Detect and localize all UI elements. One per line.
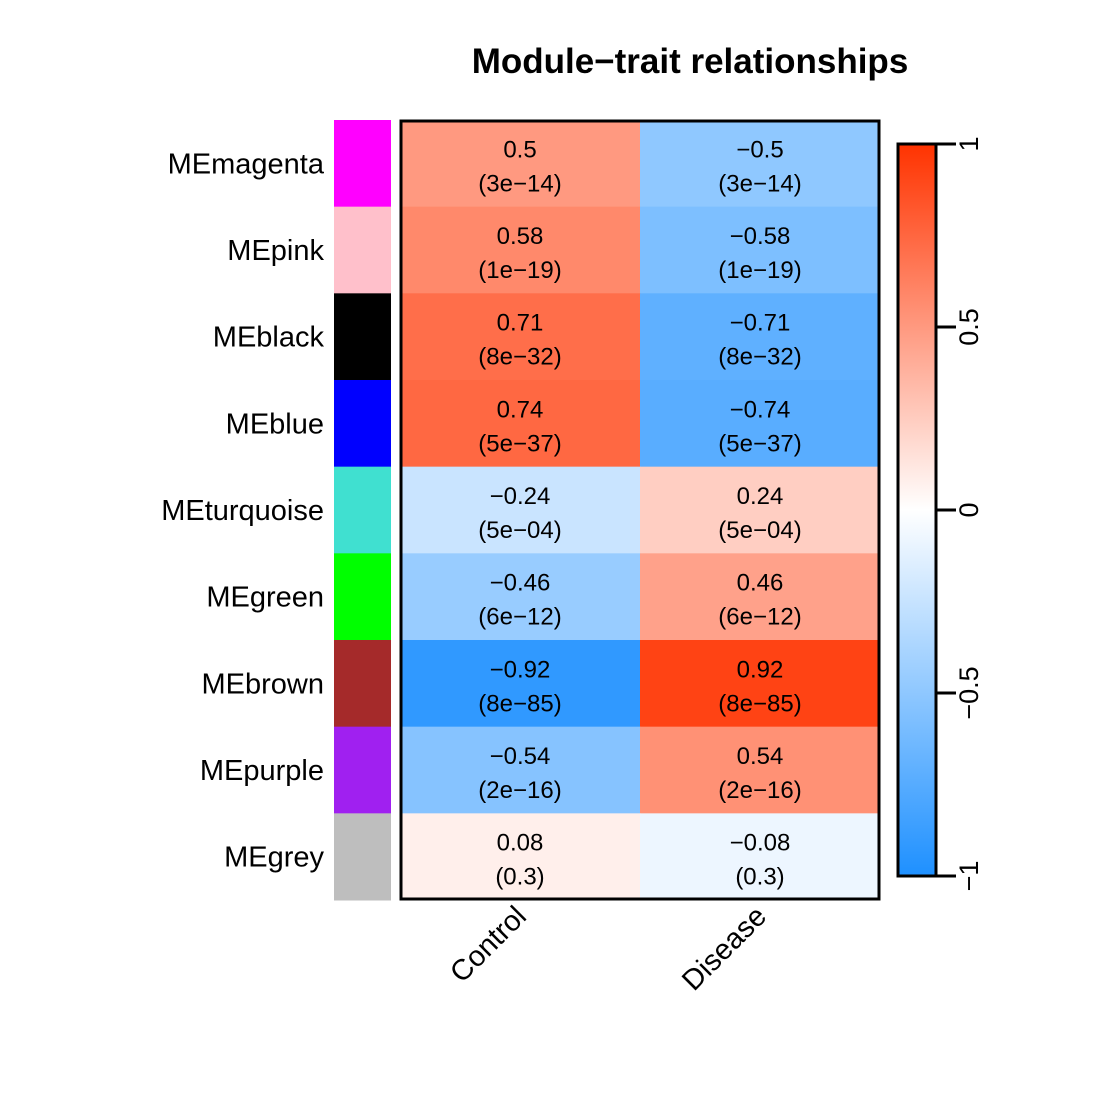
cell-correlation-label: 0.5 (503, 136, 536, 163)
module-swatch-mepurple (334, 726, 391, 814)
module-swatch-memagenta (334, 120, 391, 208)
row-labels: MEmagenta MEpink MEblack MEblue MEturquoise M… (161, 148, 325, 873)
module-swatch-mebrown (334, 640, 391, 728)
cell-pvalue-label: (3e−14) (718, 170, 801, 197)
heatmap-cell (640, 813, 881, 901)
chart-title: Module−trait relationships (472, 42, 909, 81)
column-labels: Control Disease (444, 900, 773, 997)
cell-pvalue-label: (6e−12) (718, 604, 801, 631)
row-label: MEgrey (224, 842, 324, 874)
cell-correlation-label: 0.71 (497, 310, 544, 337)
heatmap-cell (400, 813, 641, 901)
cell-correlation-label: 0.08 (497, 830, 544, 857)
cell-correlation-label: −0.54 (490, 743, 551, 770)
colorbar-tick-label: 0 (954, 502, 984, 517)
cell-pvalue-label: (0.3) (495, 864, 544, 891)
heatmap-border (399, 119, 881, 901)
cell-correlation-label: −0.08 (730, 830, 791, 857)
cell-pvalue-label: (1e−19) (478, 257, 561, 284)
row-label: MEgreen (206, 582, 324, 614)
module-swatch-megreen (334, 553, 391, 641)
heatmap-cell (400, 726, 641, 814)
cell-pvalue-label: (8e−85) (718, 690, 801, 717)
heatmap-cell (640, 553, 881, 641)
cell-correlation-label: −0.58 (730, 223, 791, 250)
heatmap-cell (640, 120, 881, 208)
cell-pvalue-label: (2e−16) (718, 777, 801, 804)
cell-pvalue-label: (2e−16) (478, 777, 561, 804)
colorbar-legend: 1 0.5 0 −0.5 −1 (896, 136, 984, 892)
module-swatch-meblue (334, 380, 391, 468)
module-swatch-meblack (334, 293, 391, 381)
cell-pvalue-label: (6e−12) (478, 604, 561, 631)
heatmap-cell (640, 726, 881, 814)
cell-correlation-label: 0.74 (497, 396, 544, 423)
cell-correlation-label: 0.24 (737, 483, 784, 510)
heatmap-cell (400, 640, 641, 728)
cell-pvalue-label: (8e−85) (478, 690, 561, 717)
cell-pvalue-label: (8e−32) (718, 344, 801, 371)
heatmap-cell (400, 380, 641, 468)
colorbar-tick-label: −1 (954, 861, 984, 892)
heatmap-cell (400, 553, 641, 641)
cell-correlation-label: −0.24 (490, 483, 551, 510)
heatmap-cell (640, 293, 881, 381)
module-swatch-meturquoise (334, 466, 391, 554)
row-label: MEblue (226, 408, 324, 440)
cell-pvalue-label: (5e−04) (478, 517, 561, 544)
heatmap-cell (640, 380, 881, 468)
module-swatch-mepink (334, 206, 391, 294)
cell-pvalue-label: (3e−14) (478, 170, 561, 197)
colorbar-tick-label: 1 (954, 136, 984, 151)
column-label-disease: Disease (676, 900, 773, 997)
heatmap-cells: 0.5 (3e−14) −0.5 (3e−14) 0.58 (1e−19) −0.58 (1e… (400, 120, 881, 901)
cell-pvalue-label: (0.3) (735, 864, 784, 891)
heatmap-cell (640, 206, 881, 294)
module-swatch-megrey (334, 813, 391, 901)
cell-correlation-label: 0.92 (737, 656, 784, 683)
heatmap-cell (400, 466, 641, 554)
cell-pvalue-label: (5e−37) (478, 430, 561, 457)
cell-correlation-label: −0.92 (490, 656, 551, 683)
row-label: MEpurple (200, 755, 324, 787)
cell-pvalue-label: (8e−32) (478, 344, 561, 371)
module-color-strip (334, 120, 391, 901)
column-label-control: Control (444, 900, 533, 989)
cell-pvalue-label: (1e−19) (718, 257, 801, 284)
cell-correlation-label: 0.58 (497, 223, 544, 250)
row-label: MEbrown (202, 668, 325, 700)
row-label: MEblack (213, 322, 325, 354)
colorbar-tick-label: 0.5 (954, 308, 984, 346)
heatmap-cell (640, 466, 881, 554)
cell-pvalue-label: (5e−04) (718, 517, 801, 544)
cell-correlation-label: −0.5 (736, 136, 783, 163)
cell-correlation-label: 0.54 (737, 743, 784, 770)
row-label: MEpink (227, 235, 324, 267)
heatmap-cell (640, 640, 881, 728)
heatmap-cell (400, 120, 641, 208)
cell-correlation-label: −0.74 (730, 396, 791, 423)
colorbar-tick-label: −0.5 (954, 666, 984, 719)
row-label: MEturquoise (161, 495, 324, 527)
cell-pvalue-label: (5e−37) (718, 430, 801, 457)
colorbar-gradient (896, 142, 938, 878)
cell-correlation-label: 0.46 (737, 570, 784, 597)
cell-correlation-label: −0.46 (490, 570, 551, 597)
heatmap-cell (400, 293, 641, 381)
row-label: MEmagenta (168, 148, 325, 180)
heatmap-cell (400, 206, 641, 294)
cell-correlation-label: −0.71 (730, 310, 791, 337)
